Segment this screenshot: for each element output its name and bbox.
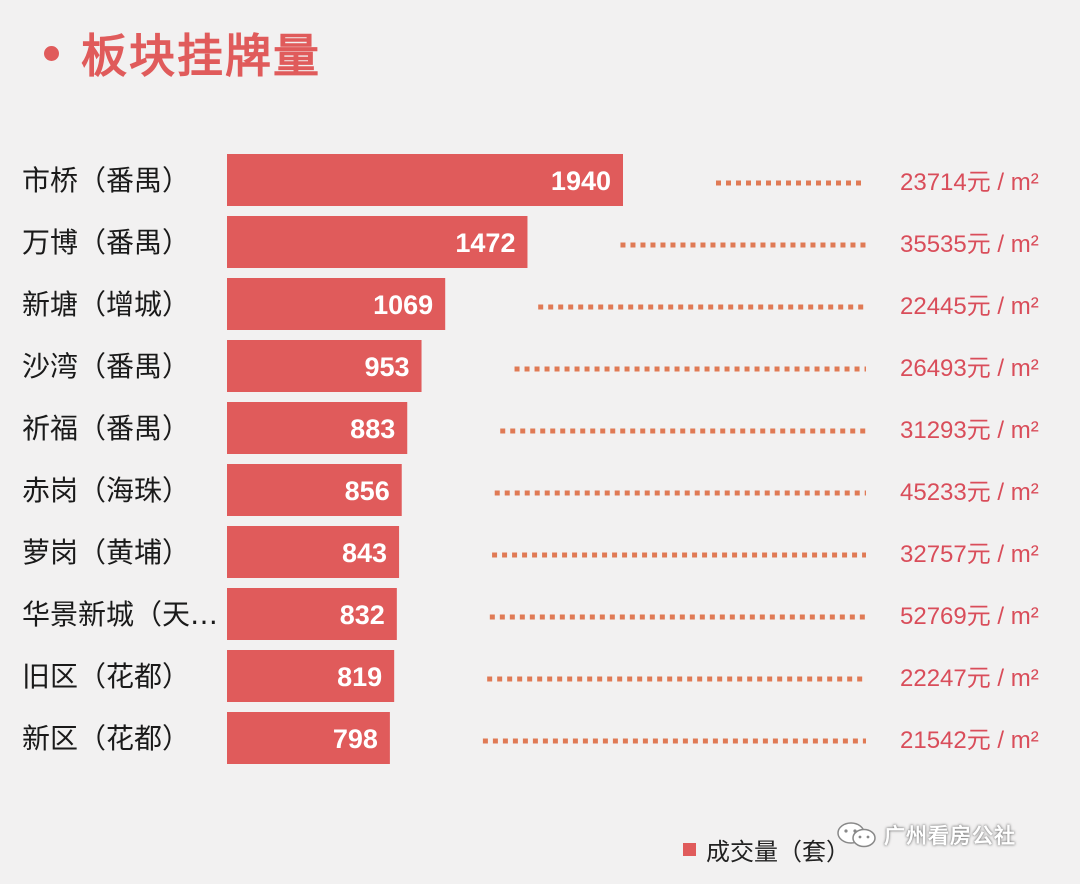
bar-value-label: 819 [337, 662, 382, 692]
category-label: 新塘（增城） [22, 288, 190, 321]
price-annotation: 21542元 / m² [900, 727, 1039, 754]
price-annotation: 26493元 / m² [900, 355, 1039, 382]
price-annotation: 52769元 / m² [900, 603, 1039, 630]
category-label: 市桥（番禺） [22, 164, 190, 197]
price-annotation: 32757元 / m² [900, 541, 1039, 568]
bar-value-label: 1472 [455, 228, 515, 258]
title-block: 板块挂牌量 [44, 18, 321, 88]
watermark: 广州看房公社 [836, 820, 1016, 850]
legend-label: 成交量（套） [706, 838, 850, 866]
bar [227, 650, 395, 702]
category-label: 万博（番禺） [22, 226, 190, 259]
price-annotation: 31293元 / m² [900, 417, 1039, 444]
price-annotation: 22445元 / m² [900, 293, 1039, 320]
price-annotation: 23714元 / m² [900, 169, 1039, 196]
bar [227, 340, 422, 392]
bar [227, 588, 397, 640]
bar-value-label: 832 [340, 600, 385, 630]
category-label: 祈福（番禺） [22, 412, 190, 445]
bar [227, 278, 446, 330]
bar-value-label: 856 [345, 476, 390, 506]
legend-swatch [683, 843, 696, 856]
bar [227, 402, 408, 454]
category-label: 赤岗（海珠） [22, 474, 190, 507]
wechat-icon [837, 822, 876, 848]
price-annotation: 22247元 / m² [900, 665, 1039, 692]
bar-value-label: 953 [364, 352, 409, 382]
category-label: 旧区（花都） [22, 660, 190, 693]
price-annotation: 35535元 / m² [900, 231, 1039, 258]
bar [227, 464, 402, 516]
title-bullet-icon [44, 45, 59, 61]
category-label: 萝岗（黄埔） [22, 536, 190, 569]
bar [227, 526, 400, 578]
bar [227, 154, 623, 206]
chart-title: 板块挂牌量 [81, 29, 321, 83]
bar-value-label: 843 [342, 538, 387, 568]
bar-value-label: 883 [350, 414, 395, 444]
bar [227, 712, 390, 764]
bar-value-label: 1069 [373, 290, 433, 320]
bar [227, 216, 528, 268]
category-label: 华景新城（天… [22, 598, 218, 631]
bar-value-label: 1940 [551, 166, 611, 196]
price-annotation: 45233元 / m² [900, 479, 1039, 506]
category-label: 沙湾（番禺） [22, 350, 190, 383]
bar-value-label: 798 [333, 724, 378, 754]
watermark-text: 广州看房公社 [884, 824, 1016, 848]
category-label: 新区（花都） [22, 722, 190, 755]
legend: 成交量（套） [683, 832, 850, 867]
